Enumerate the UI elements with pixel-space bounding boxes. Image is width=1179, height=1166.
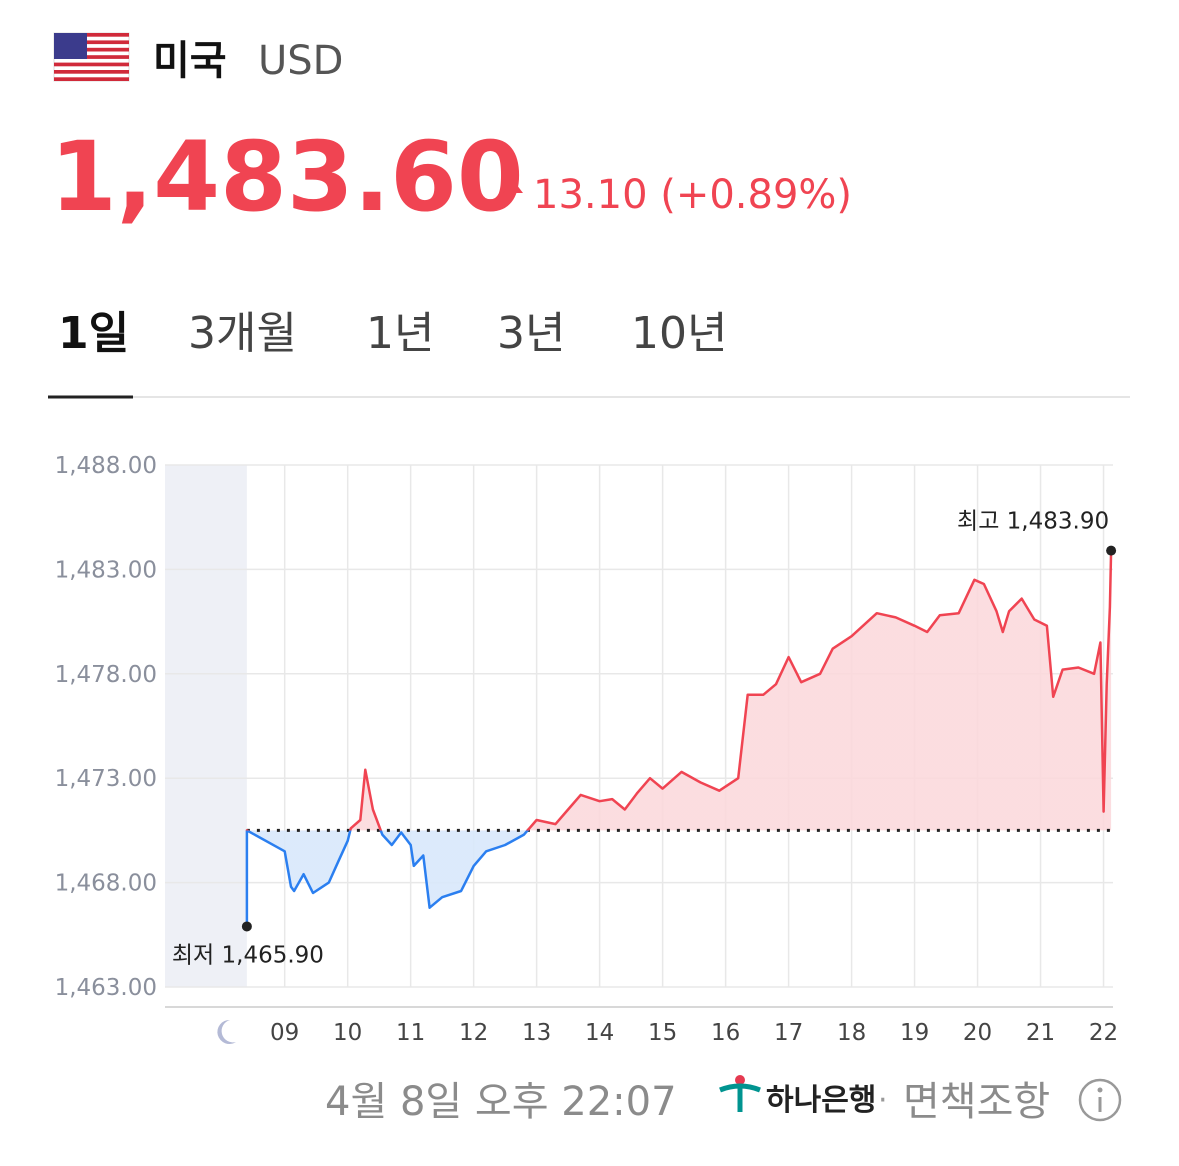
disclaimer[interactable]: 면책조항 <box>903 1079 1050 1125</box>
bank-name: 하나은행 <box>766 1083 876 1118</box>
separator: · <box>878 1083 888 1118</box>
info-icon[interactable] <box>1078 1078 1122 1122</box>
x-tick-label: 12 <box>459 1020 488 1046</box>
x-tick-label: 20 <box>963 1020 992 1046</box>
currency: USD <box>258 38 343 84</box>
x-tick-label: 21 <box>1026 1020 1055 1046</box>
tab[interactable]: 10년 <box>631 308 727 359</box>
annotation: 최저 1,465.90 <box>172 942 324 968</box>
y-tick-label: 1,488.00 <box>55 453 157 479</box>
extreme-dot <box>1106 545 1117 556</box>
x-tick-label: 18 <box>837 1020 866 1046</box>
tab[interactable]: 1일 <box>58 308 129 359</box>
x-tick-label: 11 <box>396 1020 425 1046</box>
x-tick-label: 13 <box>522 1020 551 1046</box>
bank-logo <box>719 1075 761 1112</box>
x-tick-label: 17 <box>774 1020 803 1046</box>
x-tick-label: 15 <box>648 1020 677 1046</box>
night-icon <box>217 1019 236 1044</box>
x-tick-label: 19 <box>900 1020 929 1046</box>
flag <box>53 32 130 82</box>
price: 1,483.60 <box>50 121 524 233</box>
annotation: 최고 1,483.90 <box>957 509 1109 535</box>
y-tick-label: 1,468.00 <box>55 871 157 897</box>
tab[interactable]: 3개월 <box>188 308 297 359</box>
area <box>246 550 1112 927</box>
x-tick-label: 16 <box>711 1020 740 1046</box>
night-shade <box>165 465 247 987</box>
y-tick-label: 1,463.00 <box>55 975 157 1001</box>
chart: 1,463.00 1,468.00 1,473.00 1,478.00 1,483.00… <box>55 453 1119 1046</box>
y-tick-label: 1,473.00 <box>55 766 157 792</box>
y-tick-label: 1,478.00 <box>55 662 157 688</box>
y-tick-label: 1,483.00 <box>55 557 157 583</box>
x-tick-label: 10 <box>333 1020 362 1046</box>
x-tick-label: 09 <box>270 1020 299 1046</box>
price-line <box>245 550 1113 927</box>
x-tick-label: 22 <box>1089 1020 1118 1046</box>
change: 13.10 (+0.89%) <box>533 172 852 218</box>
up-arrow <box>503 180 523 193</box>
x-tick-label: 14 <box>585 1020 614 1046</box>
timestamp: 4월 8일 오후 22:07 <box>325 1079 677 1125</box>
tab[interactable]: 1년 <box>366 308 434 359</box>
extreme-dot <box>241 921 252 932</box>
tabs: 1일 3개월 1년 3년 10년 <box>58 308 727 359</box>
country: 미국 <box>153 38 227 84</box>
tab[interactable]: 3년 <box>497 308 565 359</box>
